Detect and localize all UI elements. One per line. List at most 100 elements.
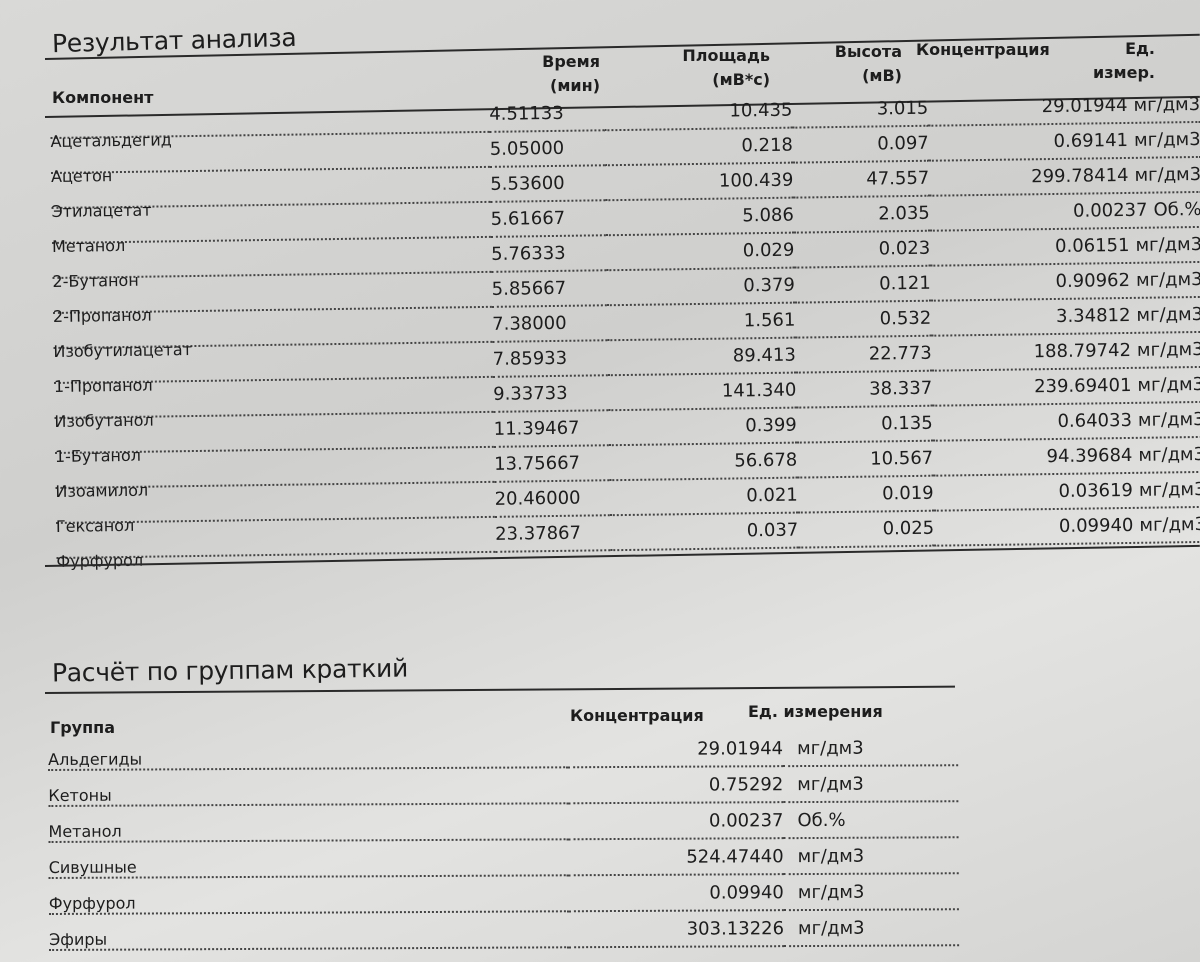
concentration-value: 0.09940 [1058, 514, 1134, 537]
peak-area: 0.399 [608, 407, 798, 446]
peak-height: 3.015 [792, 91, 929, 128]
group-name: Метанол [48, 803, 569, 842]
group-row: Фурфурол 0.09940 мг/дм3 [48, 873, 959, 914]
group-row: Альдегиды 29.01944 мг/дм3 [48, 730, 959, 770]
retention-time: 5.61667 [490, 200, 606, 237]
concentration-unit: мг/дм3 [1138, 443, 1200, 466]
concentration-cell: 3.34812 мг/дм3 [930, 296, 1200, 336]
concentration-cell: 0.06151 мг/дм3 [930, 226, 1200, 266]
retention-time: 13.75667 [493, 445, 610, 482]
component-name: Фурфурол [56, 530, 496, 572]
retention-time: 5.76333 [490, 235, 607, 272]
groups-title: Расчёт по группам краткий [51, 653, 409, 688]
group-concentration: 29.01944 [567, 731, 784, 768]
group-row: Кетоны 0.75292 мг/дм3 [48, 765, 959, 806]
peak-height: 0.023 [794, 230, 931, 268]
concentration-unit: мг/дм3 [1133, 128, 1200, 151]
concentration-value: 3.34812 [1055, 304, 1131, 327]
peak-height: 0.532 [795, 300, 932, 338]
group-unit: мг/дм3 [783, 837, 959, 875]
concentration-cell: 0.69141 мг/дм3 [928, 121, 1200, 161]
peak-height: 2.035 [793, 195, 931, 233]
group-name: Кетоны [48, 767, 569, 806]
retention-time: 9.33733 [492, 375, 609, 412]
groups-title-divider [44, 685, 955, 694]
group-concentration: 0.09940 [568, 874, 784, 912]
concentration-value: 0.90962 [1055, 269, 1131, 292]
concentration-value: 299.78414 [1031, 164, 1129, 188]
concentration-cell: 0.09940 мг/дм3 [933, 506, 1200, 546]
peak-height: 47.557 [793, 160, 930, 198]
concentration-unit: мг/дм3 [1136, 338, 1200, 361]
group-row: Сивушные 524.47440 мг/дм3 [48, 837, 959, 878]
retention-time: 4.51133 [489, 96, 605, 132]
header-concentration: Концентрация [916, 40, 1050, 59]
peak-height: 10.567 [797, 440, 934, 478]
concentration-unit: мг/дм3 [1137, 373, 1200, 396]
concentration-unit: мг/дм3 [1134, 163, 1200, 186]
group-unit: мг/дм3 [782, 730, 959, 767]
retention-time: 5.53600 [489, 165, 606, 202]
concentration-value: 0.06151 [1054, 234, 1130, 257]
analysis-table: Ацетальдегид 4.51133 10.435 3.015 29.01944 мг… [50, 87, 1200, 572]
header-time: Время (мин) [542, 52, 600, 95]
group-name: Альдегиды [48, 732, 569, 770]
group-concentration: 303.13226 [568, 910, 785, 948]
retention-time: 23.37867 [494, 515, 611, 552]
concentration-unit: мг/дм3 [1133, 93, 1200, 116]
peak-height: 0.097 [792, 125, 930, 163]
header-component: Компонент [52, 88, 154, 107]
concentration-cell: 239.69401 мг/дм3 [931, 366, 1200, 406]
header-area: Площадь (мВ*с) [682, 46, 770, 89]
group-name: Эфиры [48, 911, 570, 950]
peak-height: 0.121 [794, 265, 931, 303]
peak-area: 0.021 [609, 477, 799, 516]
concentration-cell: 0.64033 мг/дм3 [932, 401, 1200, 441]
retention-time: 5.05000 [489, 130, 605, 167]
header-height: Высота (мВ) [834, 42, 902, 85]
concentration-cell: 0.00237 Об.% [929, 191, 1200, 231]
concentration-unit: мг/дм3 [1135, 268, 1200, 291]
peak-area: 5.086 [605, 197, 795, 236]
concentration-cell: 29.01944 мг/дм3 [928, 87, 1200, 126]
peak-area: 0.037 [609, 512, 799, 551]
concentration-value: 188.79742 [1033, 339, 1132, 363]
peak-area: 89.413 [607, 337, 797, 376]
groups-header-unit: Ед. измерения [748, 702, 883, 721]
concentration-cell: 0.03619 мг/дм3 [933, 471, 1200, 511]
group-unit: мг/дм3 [783, 909, 960, 947]
group-unit: Об.% [783, 801, 959, 839]
concentration-cell: 299.78414 мг/дм3 [929, 156, 1200, 196]
peak-height: 38.337 [796, 370, 933, 408]
group-name: Сивушные [48, 839, 569, 878]
group-row: Метанол 0.00237 Об.% [48, 801, 959, 842]
header-unit: Ед. измер. [1093, 39, 1155, 82]
concentration-unit: мг/дм3 [1139, 513, 1200, 536]
retention-time: 5.85667 [491, 270, 607, 307]
peak-area: 1.561 [606, 302, 796, 341]
group-concentration: 0.00237 [568, 802, 784, 840]
group-concentration: 0.75292 [568, 766, 784, 804]
retention-time: 7.85933 [492, 340, 608, 377]
peak-height: 0.019 [797, 475, 934, 513]
groups-header-group: Группа [50, 718, 115, 737]
concentration-unit: Об.% [1153, 198, 1200, 221]
retention-time: 7.38000 [491, 305, 608, 342]
group-row: Эфиры 303.13226 мг/дм3 [48, 909, 960, 950]
concentration-value: 0.69141 [1053, 129, 1129, 152]
concentration-cell: 188.79742 мг/дм3 [931, 331, 1200, 371]
peak-height: 22.773 [795, 335, 932, 373]
concentration-value: 0.64033 [1057, 409, 1133, 432]
concentration-value: 0.00237 [1072, 199, 1148, 222]
retention-time: 11.39467 [493, 410, 609, 447]
peak-area: 0.379 [606, 267, 796, 306]
concentration-value: 0.03619 [1058, 479, 1134, 502]
peak-area: 10.435 [604, 93, 793, 131]
group-unit: мг/дм3 [783, 765, 959, 803]
concentration-cell: 94.39684 мг/дм3 [932, 436, 1200, 476]
peak-area: 141.340 [607, 372, 797, 411]
groups-table: Альдегиды 29.01944 мг/дм3 Кетоны 0.75292 мг/д… [48, 730, 960, 951]
concentration-unit: мг/дм3 [1135, 233, 1200, 256]
peak-height: 0.135 [796, 405, 933, 443]
peak-area: 0.218 [604, 127, 794, 166]
